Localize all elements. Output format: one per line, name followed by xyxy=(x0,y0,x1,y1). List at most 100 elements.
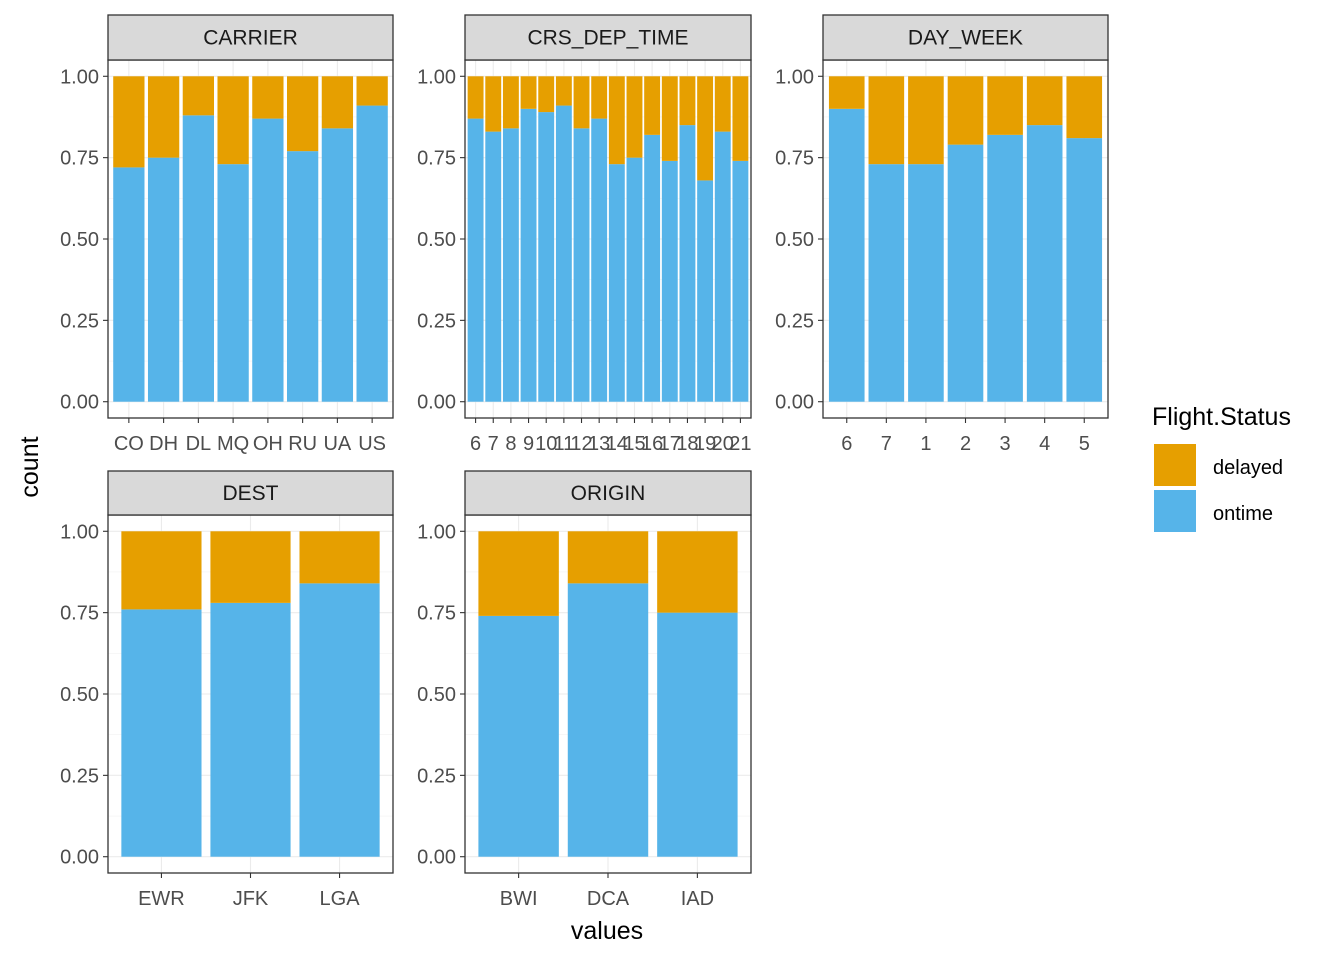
y-tick-label: 0.75 xyxy=(60,148,99,170)
bar-ontime-crs-dep-time-18 xyxy=(679,125,696,402)
bar-ontime-crs-dep-time-12 xyxy=(573,128,590,402)
bar-delayed-carrier-mq xyxy=(217,76,249,165)
x-tick-label-20: 20 xyxy=(712,433,734,455)
legend-key-delayed xyxy=(1154,444,1196,486)
bar-ontime-crs-dep-time-10 xyxy=(538,112,555,402)
bar-ontime-dest-ewr xyxy=(121,609,202,857)
bar-delayed-crs-dep-time-13 xyxy=(591,76,608,119)
bar-ontime-crs-dep-time-7 xyxy=(485,131,502,402)
y-tick-label: 0.75 xyxy=(417,603,456,625)
panel-origin: ORIGIN 0.00 0.25 0.50 0.75 1.00 BWI DCA IAD xyxy=(417,470,752,910)
bar-ontime-dest-lga xyxy=(299,583,380,857)
x-tick-label-bwi: BWI xyxy=(500,888,538,910)
bar-delayed-carrier-co xyxy=(113,76,145,168)
bar-delayed-dest-ewr xyxy=(121,531,202,610)
x-axis-title: values xyxy=(571,917,643,945)
strip-origin xyxy=(464,470,752,516)
bar-delayed-crs-dep-time-9 xyxy=(520,76,537,109)
x-tick-label-13: 13 xyxy=(588,433,610,455)
legend-label-ontime: ontime xyxy=(1213,503,1273,525)
panel-carrier: CARRIER 0.00 0.25 0.50 0.75 1.00 CO DH DL MQ OH RU U… xyxy=(60,14,394,455)
bar-delayed-day-week-7 xyxy=(868,76,905,165)
bar-ontime-day-week-4 xyxy=(1026,125,1063,402)
x-tick-label-6: 6 xyxy=(470,433,481,455)
y-tick-label: 0.75 xyxy=(60,603,99,625)
bar-ontime-carrier-co xyxy=(113,167,145,402)
x-tick-label-7: 7 xyxy=(488,433,499,455)
bar-ontime-carrier-dh xyxy=(147,157,180,402)
x-tick-label-dca: DCA xyxy=(587,888,630,910)
x-tick-label-16: 16 xyxy=(641,433,663,455)
y-tick-label: 0.00 xyxy=(60,847,99,869)
y-tick-label: 1.00 xyxy=(417,66,456,88)
x-tick-label-10: 10 xyxy=(535,433,557,455)
x-tick-label-15: 15 xyxy=(623,433,645,455)
x-tick-label-17: 17 xyxy=(659,433,681,455)
y-tick-label: 1.00 xyxy=(60,521,99,543)
bar-ontime-day-week-6 xyxy=(828,108,865,402)
x-tick-label-8: 8 xyxy=(505,433,516,455)
strip-day-week xyxy=(822,14,1109,61)
x-tick-label-mq: MQ xyxy=(217,433,249,455)
y-tick-label: 0.00 xyxy=(775,392,814,414)
y-tick-label: 0.75 xyxy=(417,148,456,170)
x-tick-label-6: 6 xyxy=(841,433,852,455)
strip-label-dest: DEST xyxy=(222,482,278,505)
bar-delayed-carrier-dl xyxy=(182,76,215,116)
x-tick-label-oh: OH xyxy=(253,433,283,455)
bar-ontime-carrier-ua xyxy=(321,128,354,402)
panel-crs-dep-time: CRS_DEP_TIME 0.00 0.25 0.50 0.75 1.00 6 7 8 9 1011… xyxy=(417,14,752,455)
bar-delayed-crs-dep-time-19 xyxy=(697,76,714,181)
bar-delayed-origin-dca xyxy=(567,531,649,584)
bar-ontime-carrier-ru xyxy=(286,151,319,402)
bar-delayed-crs-dep-time-8 xyxy=(502,76,519,129)
bar-ontime-crs-dep-time-21 xyxy=(732,160,749,402)
bar-ontime-crs-dep-time-14 xyxy=(608,164,625,402)
x-tick-label-2: 2 xyxy=(960,433,971,455)
y-tick-label: 0.00 xyxy=(60,392,99,414)
bar-delayed-carrier-us xyxy=(356,76,388,106)
y-tick-label: 1.00 xyxy=(417,521,456,543)
strip-carrier xyxy=(107,14,394,61)
x-tick-label-11: 11 xyxy=(553,433,574,455)
x-tick-label-12: 12 xyxy=(570,433,592,455)
bar-ontime-day-week-7 xyxy=(868,164,905,402)
y-tick-label: 1.00 xyxy=(60,66,99,88)
y-tick-label: 1.00 xyxy=(775,66,814,88)
strip-label-carrier: CARRIER xyxy=(203,27,298,50)
y-tick-label: 0.75 xyxy=(775,148,814,170)
y-tick-label: 0.50 xyxy=(417,684,456,706)
y-tick-label: 0.50 xyxy=(60,229,99,251)
legend-label-delayed: delayed xyxy=(1213,457,1283,479)
bar-delayed-crs-dep-time-17 xyxy=(661,76,678,161)
x-tick-label-14: 14 xyxy=(606,433,628,455)
y-tick-label: 0.25 xyxy=(417,310,456,332)
y-tick-label: 0.25 xyxy=(417,765,456,787)
bar-ontime-origin-iad xyxy=(657,612,738,857)
bar-delayed-day-week-1 xyxy=(908,76,944,165)
x-tick-label-9: 9 xyxy=(523,433,534,455)
bar-ontime-crs-dep-time-20 xyxy=(714,131,731,402)
x-tick-label-jfk: JFK xyxy=(233,888,269,910)
x-tick-label-ua: UA xyxy=(323,433,351,455)
y-tick-label: 0.50 xyxy=(60,684,99,706)
x-tick-label-iad: IAD xyxy=(681,888,714,910)
bar-ontime-crs-dep-time-16 xyxy=(644,134,661,402)
bar-delayed-crs-dep-time-12 xyxy=(573,76,590,129)
x-tick-label-us: US xyxy=(358,433,386,455)
panels-layer: CARRIER 0.00 0.25 0.50 0.75 1.00 CO DH DL MQ OH RU U… xyxy=(60,14,1109,910)
x-tick-label-5: 5 xyxy=(1079,433,1090,455)
bar-delayed-carrier-oh xyxy=(252,76,284,119)
bar-delayed-crs-dep-time-6 xyxy=(467,76,484,119)
bar-ontime-crs-dep-time-15 xyxy=(626,157,643,402)
bar-ontime-day-week-2 xyxy=(947,144,984,402)
bar-delayed-crs-dep-time-18 xyxy=(679,76,696,126)
bar-delayed-carrier-ua xyxy=(321,76,354,129)
panel-day-week: DAY_WEEK 0.00 0.25 0.50 0.75 1.00 6 7 1 2 3 4 5 xyxy=(775,14,1109,455)
legend-key-ontime xyxy=(1154,490,1196,532)
strip-label-origin: ORIGIN xyxy=(571,482,646,505)
bar-delayed-crs-dep-time-20 xyxy=(714,76,731,132)
bar-ontime-crs-dep-time-9 xyxy=(520,108,537,402)
bar-ontime-carrier-us xyxy=(356,105,388,402)
bar-ontime-origin-bwi xyxy=(478,615,559,857)
